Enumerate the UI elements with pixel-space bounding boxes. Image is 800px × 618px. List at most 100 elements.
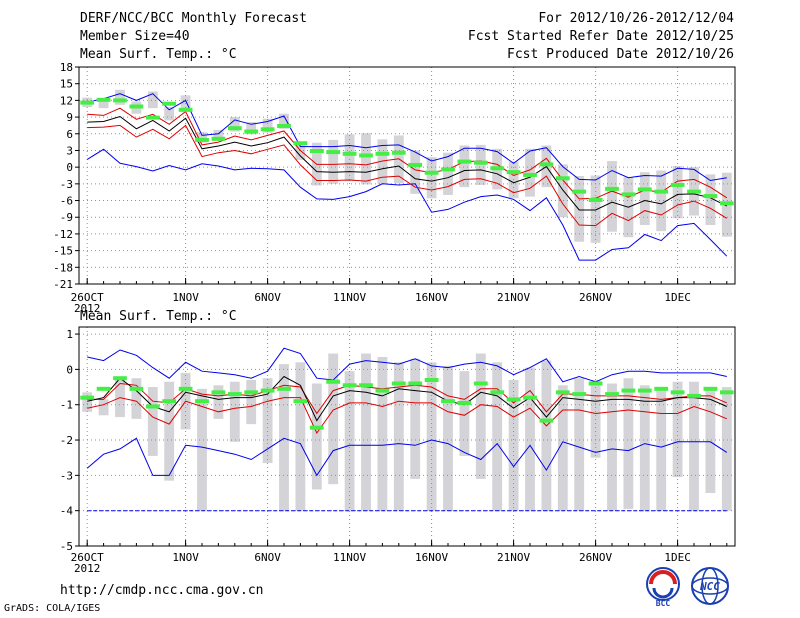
forecast-marker: [80, 395, 95, 400]
y-tick-label: -3: [60, 178, 73, 191]
spread-box: [623, 378, 634, 509]
plot-frame: [78, 66, 736, 285]
forecast-marker: [309, 149, 324, 154]
x-tick-label: 1DEC: [664, 551, 691, 564]
forecast-marker: [703, 386, 718, 391]
spread-box: [164, 381, 175, 481]
forecast-marker: [359, 153, 373, 158]
forecast-marker: [342, 151, 357, 156]
plot-area: [79, 327, 735, 546]
forecast-marker: [145, 404, 160, 409]
x-tick-label: 21NOV: [497, 551, 530, 564]
spread-box: [705, 387, 716, 494]
spread-box: [525, 148, 535, 197]
spread-box: [131, 378, 142, 419]
spread-box: [672, 166, 683, 219]
spread-box: [590, 379, 601, 458]
forecast-marker: [260, 388, 275, 393]
forecast-marker: [113, 98, 127, 103]
forecast-marker: [605, 186, 619, 191]
plot-area: [79, 67, 735, 284]
spread-box: [639, 385, 650, 511]
spread-box: [213, 129, 224, 142]
forecast-marker: [162, 101, 177, 106]
spread-box: [344, 371, 355, 511]
forecast-marker: [80, 100, 95, 105]
series-line-mean-line: [87, 115, 728, 211]
spread-box: [607, 161, 617, 232]
ncc-logo-text: NCC: [699, 580, 720, 593]
forecast-marker: [277, 123, 291, 128]
y-tick-label: -15: [53, 245, 73, 258]
chart-title: DERF/NCC/BCC Monthly Forecast: [80, 11, 307, 26]
forecast-marker: [637, 388, 652, 393]
spread-box: [246, 122, 257, 135]
forecast-marker: [621, 388, 636, 393]
forecast-marker: [605, 392, 619, 397]
series-line-mean-line: [87, 375, 727, 422]
x-tick-label: 6NOV: [254, 551, 281, 564]
spread-box: [115, 89, 125, 105]
plot-frame: [78, 326, 736, 547]
y-tick-label: 0: [66, 161, 73, 174]
spread-box: [492, 362, 503, 511]
forecast-marker: [539, 162, 554, 167]
series-line-lower-line: [87, 124, 728, 227]
x-tick-label: 1DEC: [664, 291, 691, 304]
forecast-marker: [441, 167, 455, 172]
source-url[interactable]: http://cmdp.ncc.cma.gov.cn: [60, 583, 264, 598]
spread-box: [197, 388, 207, 511]
forecast-marker: [326, 150, 341, 155]
x-tick-label: 26OCT: [71, 291, 104, 304]
forecast-marker: [670, 390, 685, 395]
spread-box: [147, 387, 158, 456]
spread-box: [459, 371, 470, 456]
spread-box: [164, 107, 175, 121]
forecast-marker: [703, 194, 718, 199]
spread-box: [721, 387, 732, 511]
spread-box: [361, 133, 371, 185]
x-tick-label: 26NOV: [579, 291, 612, 304]
forecast-marker: [260, 127, 275, 132]
spread-box: [213, 385, 224, 419]
spread-box: [541, 360, 552, 511]
series-line-lower-line: [87, 397, 727, 434]
spread-box: [279, 113, 289, 129]
y-tick-label: 0: [66, 363, 73, 376]
member-size: Member Size=40: [80, 29, 190, 44]
spread-box: [295, 362, 306, 511]
x-tick-label: 26OCT: [71, 551, 104, 564]
forecast-marker: [637, 187, 652, 192]
forecast-marker: [408, 162, 423, 167]
y-tick-label: 6: [66, 128, 73, 141]
y-tick-label: -2: [60, 434, 73, 447]
spread-box: [377, 357, 388, 511]
forecast-marker: [523, 172, 537, 177]
y-tick-label: -4: [60, 505, 74, 518]
spread-box: [82, 392, 93, 412]
series-line-max-line: [87, 93, 727, 182]
spread-box: [590, 175, 601, 243]
forecast-marker: [621, 192, 636, 197]
forecast-produced-date: Fcst Produced Date 2012/10/26: [507, 47, 734, 62]
forecast-marker: [687, 189, 701, 194]
forecast-marker: [588, 381, 603, 386]
spread-box: [574, 378, 585, 511]
spread-box: [262, 118, 273, 133]
forecast-marker: [227, 126, 242, 131]
forecast-marker: [96, 97, 111, 102]
series-line-max-line: [87, 347, 727, 383]
forecast-marker: [195, 399, 209, 404]
forecast-marker: [211, 390, 226, 395]
x-tick-label: 6NOV: [254, 291, 281, 304]
bcc-logo-text: BCC: [656, 599, 671, 608]
forecast-marker: [342, 383, 357, 388]
forecast-marker: [277, 386, 291, 391]
y-tick-label: -6: [60, 195, 73, 208]
forecast-marker: [441, 399, 455, 404]
forecast-marker: [178, 386, 193, 391]
spread-box: [656, 170, 667, 232]
spread-box: [115, 376, 125, 418]
y-tick-label: -5: [60, 540, 73, 553]
y-tick-label: -21: [53, 278, 73, 291]
